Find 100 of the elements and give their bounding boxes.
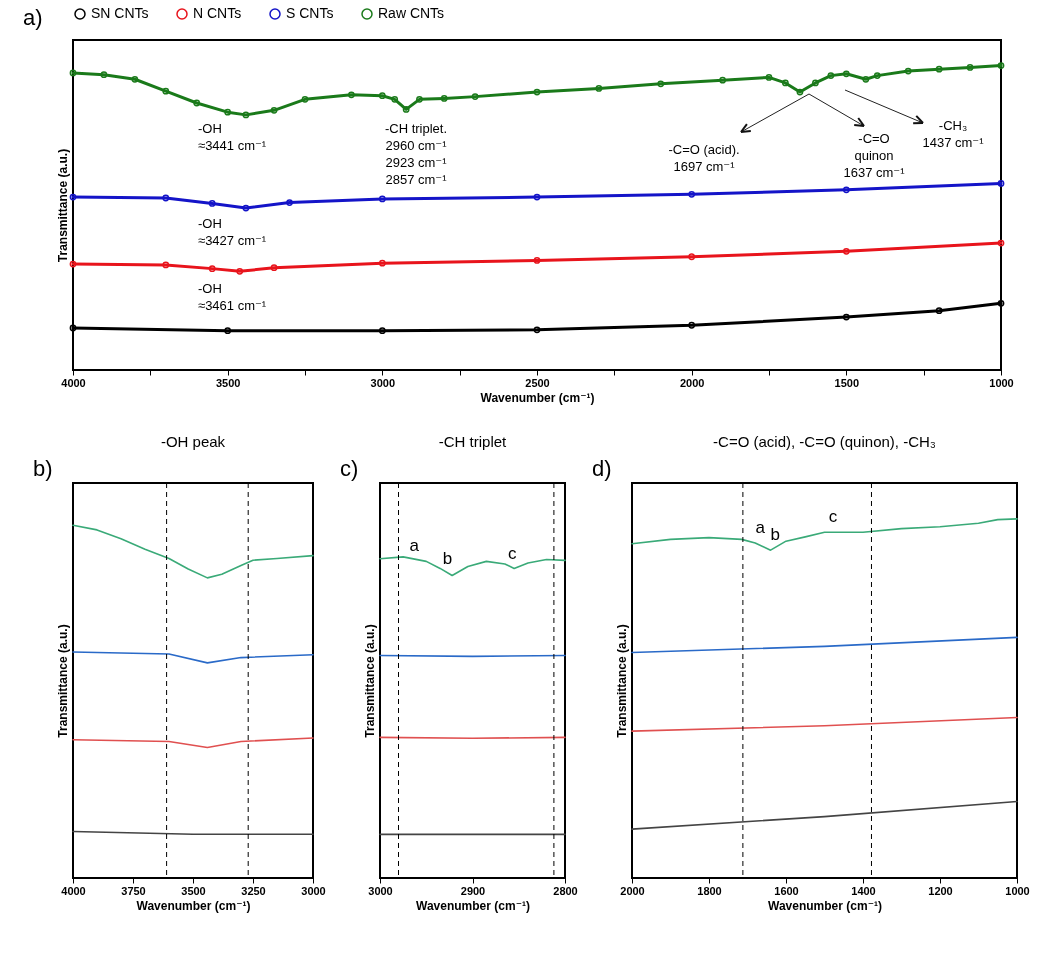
point	[402, 106, 410, 113]
annotation: -OH ≈3427 cm⁻¹	[198, 216, 267, 248]
point	[657, 80, 665, 88]
point	[440, 95, 448, 102]
point	[378, 259, 386, 267]
point	[236, 267, 244, 275]
point	[208, 200, 216, 207]
y-axis-title: Transmittance (a.u.)	[362, 624, 377, 738]
x-tick-label: 3000	[301, 884, 326, 897]
x-tick-label: 3250	[241, 884, 266, 897]
annotation: a	[755, 518, 766, 538]
point	[595, 85, 603, 92]
point	[162, 261, 170, 269]
point	[301, 95, 309, 103]
x-axis-title: Wavenumber (cm⁻¹)	[480, 390, 595, 405]
point	[348, 91, 355, 99]
x-tick-label: 2900	[460, 884, 486, 897]
point	[416, 95, 423, 103]
point	[533, 193, 541, 201]
x-tick-label: 2800	[553, 884, 578, 897]
x-tick-label: 3000	[370, 376, 396, 389]
y-axis-title: Transmittance (a.u.)	[614, 624, 629, 738]
x-tick-label: 2000	[620, 884, 645, 897]
annotation: c	[828, 507, 838, 527]
point	[471, 93, 479, 101]
x-tick-label: 1500	[834, 376, 860, 389]
chart-title: -CH triplet	[438, 433, 508, 450]
point	[162, 87, 170, 95]
point	[193, 99, 201, 107]
point	[208, 265, 216, 273]
point	[765, 74, 773, 81]
point	[533, 326, 541, 334]
point	[224, 327, 232, 335]
point	[935, 307, 943, 315]
point	[224, 108, 232, 116]
legend-label: N CNTs	[193, 5, 242, 21]
point	[997, 179, 1005, 187]
annotation: b	[442, 548, 453, 568]
point	[719, 76, 726, 84]
point	[688, 190, 696, 198]
annotation: -OH ≈3441 cm⁻¹	[198, 121, 267, 153]
point	[69, 193, 77, 201]
point	[842, 247, 850, 255]
point	[782, 79, 789, 87]
point	[69, 260, 77, 268]
point	[997, 299, 1005, 307]
x-tick-label: 3500	[215, 376, 241, 389]
annotation: -CH triplet. 2960 cm⁻¹ 2923 cm⁻¹ 2857 cm⁻¹	[384, 121, 448, 187]
x-tick-label: 2500	[525, 376, 550, 389]
annotation: c	[508, 544, 518, 564]
annotation: -CH₃ 1437 cm⁻¹	[922, 118, 985, 150]
point	[935, 65, 943, 73]
point	[270, 264, 278, 272]
chart-title: -OH peak	[160, 433, 226, 450]
point	[391, 95, 399, 103]
point	[378, 327, 386, 335]
point	[827, 72, 835, 80]
point	[270, 106, 278, 114]
text: c)	[340, 456, 359, 481]
point	[533, 257, 541, 264]
point	[873, 72, 881, 80]
x-tick-label: 3000	[368, 884, 393, 897]
x-tick-label: 1000	[1005, 884, 1030, 897]
x-axis-title: Wavenumber (cm⁻¹)	[768, 898, 882, 913]
point	[966, 64, 974, 71]
y-axis-title: Transmittance (a.u.)	[55, 148, 70, 263]
point	[842, 313, 850, 321]
annotation: -C=O quinon 1637 cm⁻¹	[843, 131, 906, 180]
point	[997, 239, 1005, 247]
legend-label: SN CNTs	[91, 5, 149, 21]
point	[286, 199, 293, 206]
x-tick-label: 2000	[679, 376, 705, 389]
point	[100, 71, 108, 79]
point	[688, 253, 696, 261]
point	[378, 92, 386, 100]
text: a)	[23, 5, 43, 30]
text: d)	[592, 456, 612, 481]
x-tick-label: 4000	[61, 376, 86, 389]
x-tick-label: 4000	[61, 884, 86, 897]
point	[796, 88, 804, 96]
point	[842, 186, 850, 194]
point	[242, 204, 250, 212]
x-axis-title: Wavenumber (cm⁻¹)	[416, 898, 530, 913]
point	[378, 195, 386, 203]
point	[688, 321, 696, 329]
y-axis-title: Transmittance (a.u.)	[55, 624, 70, 738]
x-tick-label: 1600	[774, 884, 799, 897]
annotation: b	[770, 525, 780, 545]
point	[904, 67, 912, 75]
point	[812, 79, 819, 87]
x-tick-label: 3500	[181, 884, 206, 897]
annotation: -OH ≈3461 cm⁻¹	[198, 281, 267, 313]
x-tick-label: 1000	[989, 376, 1014, 389]
x-tick-label: 1800	[697, 884, 722, 897]
point	[533, 88, 541, 96]
annotation: a	[409, 536, 420, 556]
legend-label: Raw CNTs	[378, 5, 445, 21]
annotation: -C=O (acid). 1697 cm⁻¹	[668, 142, 740, 174]
point	[842, 70, 850, 78]
text: b)	[33, 456, 53, 481]
